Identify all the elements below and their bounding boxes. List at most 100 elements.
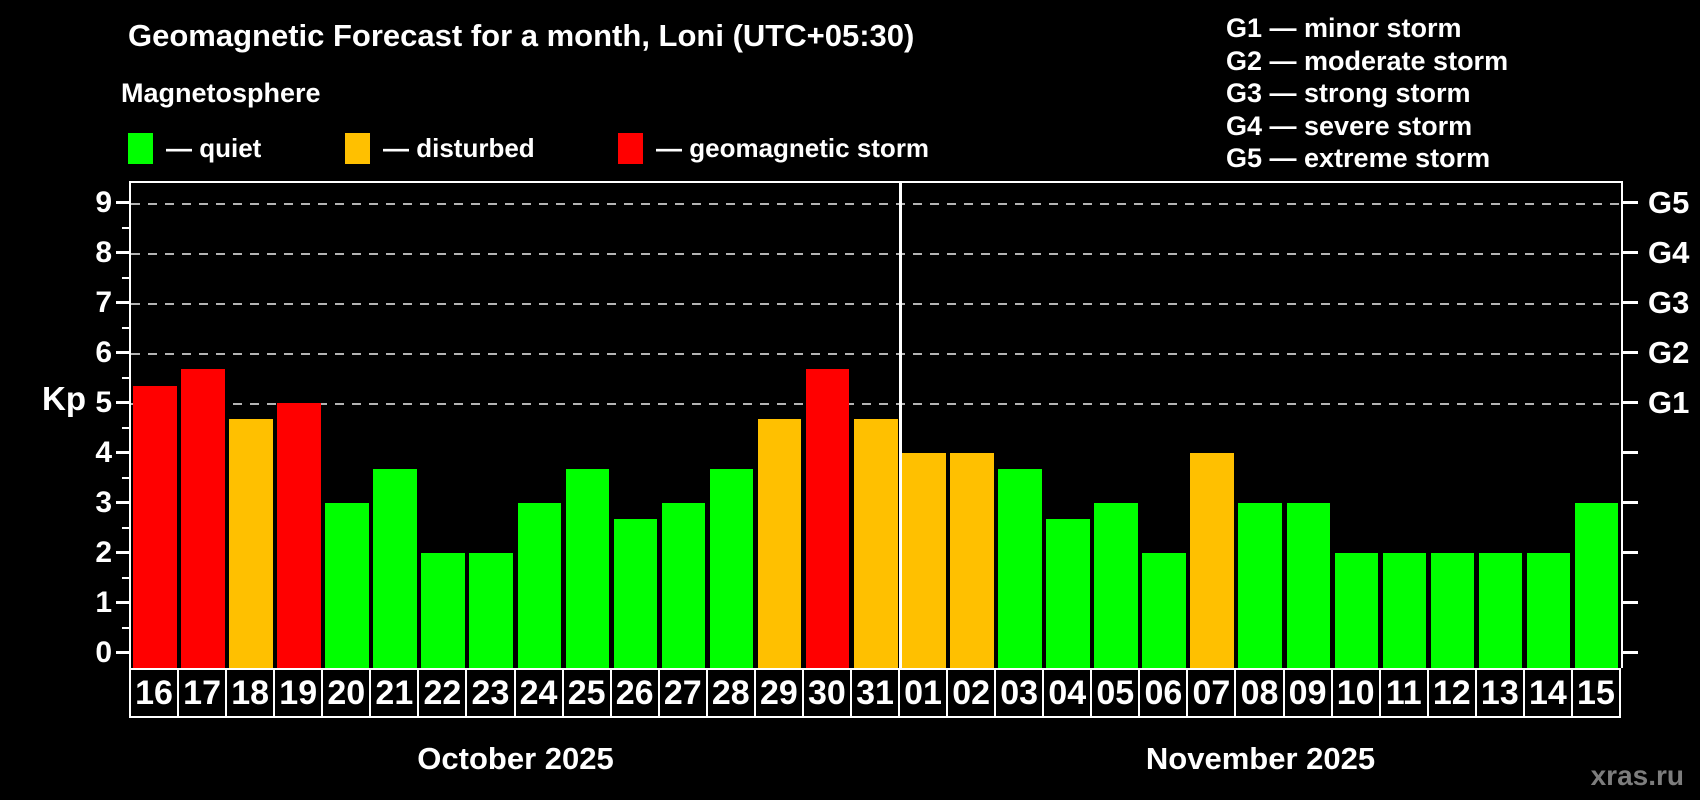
day-label-cell: 17 xyxy=(177,668,228,718)
day-label-cell: 25 xyxy=(561,668,612,718)
kp-bar-day-19 xyxy=(277,402,321,668)
legend-item-label: — quiet xyxy=(166,132,262,163)
g-scale-axis-label-g5: G5 xyxy=(1648,184,1690,220)
gridline-kp9 xyxy=(131,202,1621,205)
watermark: xras.ru xyxy=(1590,760,1684,791)
day-label-cell: 11 xyxy=(1378,668,1429,718)
kp-bar-day-05 xyxy=(1094,502,1138,668)
y-axis-minor-tick-left xyxy=(122,276,131,279)
day-label-cell: 20 xyxy=(321,668,372,718)
kp-bar-day-14 xyxy=(1526,552,1571,668)
g-scale-axis-label-g3: G3 xyxy=(1648,284,1690,320)
kp-bar-day-29 xyxy=(757,419,802,668)
y-axis-major-tick-left xyxy=(116,401,131,404)
kp-bar-day-31 xyxy=(853,419,898,668)
day-label-cell: 04 xyxy=(1042,668,1093,718)
kp-bar-day-13 xyxy=(1478,552,1523,668)
storm-scale-legend-item: G4 — severe storm xyxy=(1226,110,1473,141)
kp-bar-day-18 xyxy=(229,419,273,668)
day-label-cell: 23 xyxy=(465,668,516,718)
y-axis-title: Kp xyxy=(42,380,86,417)
y-axis-tick-label: 2 xyxy=(95,535,112,569)
kp-bar-day-21 xyxy=(373,469,417,668)
day-label-cell: 27 xyxy=(657,668,708,718)
kp-bar-day-20 xyxy=(325,502,369,668)
legend-item-disturbed: — disturbed xyxy=(345,132,535,164)
y-axis-major-tick-right xyxy=(1623,201,1638,204)
day-label-cell: 16 xyxy=(129,668,180,718)
kp-bar-day-17 xyxy=(181,369,225,668)
kp-bar-day-12 xyxy=(1430,552,1475,668)
y-axis-major-tick-right xyxy=(1623,651,1638,654)
y-axis-major-tick-right xyxy=(1623,601,1638,604)
g-scale-axis-label-g4: G4 xyxy=(1648,234,1690,270)
day-label-cell: 21 xyxy=(369,668,420,718)
day-label-cell: 18 xyxy=(225,668,276,718)
kp-bar-day-22 xyxy=(421,552,465,668)
kp-bar-day-04 xyxy=(1046,519,1090,668)
kp-bar-day-30 xyxy=(805,369,850,668)
y-axis-major-tick-left xyxy=(116,201,131,204)
kp-bar-day-07 xyxy=(1190,452,1234,668)
month-separator-line xyxy=(898,183,902,668)
legend-item-label: — geomagnetic storm xyxy=(656,132,930,163)
kp-bar-day-16 xyxy=(133,386,177,668)
day-label-cell: 13 xyxy=(1474,668,1525,718)
kp-bar-day-23 xyxy=(469,552,513,668)
y-axis-tick-label: 7 xyxy=(95,285,112,319)
storm-scale-legend-item: G3 — strong storm xyxy=(1226,78,1471,108)
kp-bar-day-26 xyxy=(613,519,658,668)
month-label-november: November 2025 xyxy=(1145,741,1376,776)
day-label-cell: 12 xyxy=(1426,668,1477,718)
kp-bar-day-01 xyxy=(902,452,946,668)
day-label-cell: 31 xyxy=(849,668,901,718)
day-label-cell: 09 xyxy=(1282,668,1333,718)
y-axis-major-tick-left xyxy=(116,301,131,304)
y-axis-tick-label: 5 xyxy=(95,385,112,419)
y-axis-minor-tick-left xyxy=(122,476,131,479)
kp-bar-day-03 xyxy=(998,469,1042,668)
kp-bar-day-27 xyxy=(661,502,706,668)
y-axis-major-tick-left xyxy=(116,251,131,254)
kp-bar-day-28 xyxy=(709,469,754,668)
kp-bar-day-24 xyxy=(517,502,562,668)
kp-bar-day-06 xyxy=(1142,552,1186,668)
legend-item-quiet: — quiet xyxy=(128,132,261,164)
y-axis-major-tick-right xyxy=(1623,401,1638,404)
day-label-cell: 07 xyxy=(1186,668,1237,718)
y-axis-major-tick-left xyxy=(116,651,131,654)
y-axis-tick-label: 1 xyxy=(95,585,112,619)
kp-bar-day-10 xyxy=(1334,552,1379,668)
plot-area xyxy=(129,181,1623,668)
storm-scale-legend: G1 — minor storm G2 — moderate storm G3 — … xyxy=(1226,12,1508,175)
gridline-kp5 xyxy=(131,402,1621,405)
storm-scale-legend-item: G2 — moderate storm xyxy=(1226,45,1509,76)
kp-bar-day-11 xyxy=(1382,552,1427,668)
y-axis-major-tick-left xyxy=(116,451,131,454)
y-axis-major-tick-right xyxy=(1623,551,1638,554)
storm-scale-legend-item: G1 — minor storm xyxy=(1226,13,1462,43)
day-label-cell: 26 xyxy=(609,668,660,718)
day-label-cell: 05 xyxy=(1090,668,1141,718)
y-axis-tick-label: 8 xyxy=(95,235,112,269)
y-axis-major-tick-right xyxy=(1623,501,1638,504)
y-axis-tick-label: 0 xyxy=(95,635,112,669)
y-axis-minor-tick-left xyxy=(122,526,131,529)
kp-bar-day-02 xyxy=(950,452,994,668)
y-axis-tick-label: 3 xyxy=(95,485,112,519)
gridline-kp8 xyxy=(131,252,1621,255)
y-axis-minor-tick-left xyxy=(122,226,131,229)
day-label-cell: 30 xyxy=(801,668,852,718)
day-label-cell: 01 xyxy=(898,668,949,718)
y-axis-major-tick-left xyxy=(116,351,131,354)
disturbed-color-swatch-icon xyxy=(345,132,370,164)
kp-bar-day-08 xyxy=(1238,502,1283,668)
kp-bar-day-25 xyxy=(565,469,610,668)
y-axis-tick-label: 9 xyxy=(95,185,112,219)
day-label-cell: 22 xyxy=(417,668,468,718)
day-label-cell: 02 xyxy=(946,668,997,718)
gridline-kp6 xyxy=(131,352,1621,355)
y-axis-major-tick-left xyxy=(116,501,131,504)
y-axis-major-tick-left xyxy=(116,601,131,604)
